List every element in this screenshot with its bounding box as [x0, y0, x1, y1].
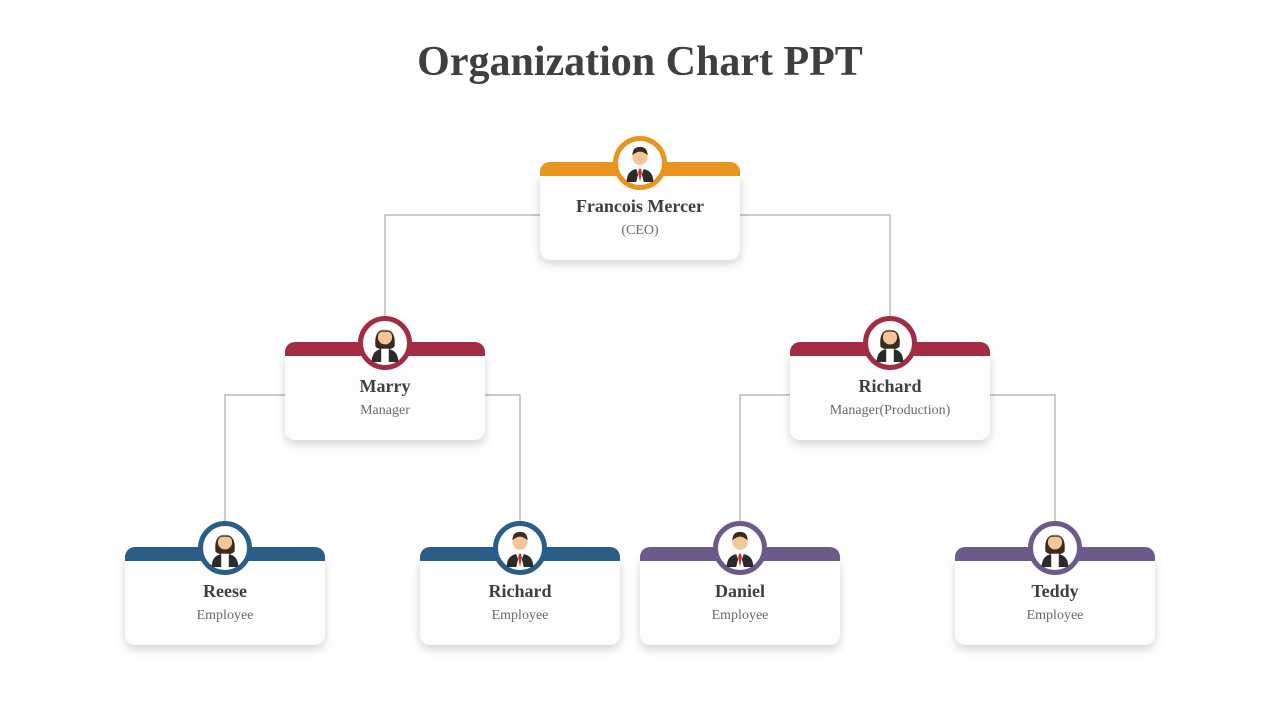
- person-avatar-icon: [1028, 521, 1082, 575]
- person-avatar-icon: [713, 521, 767, 575]
- person-avatar-icon: [493, 521, 547, 575]
- person-role: Employee: [955, 608, 1155, 624]
- connector-line: [225, 395, 285, 521]
- person-name: Marry: [285, 376, 485, 397]
- connector-line: [740, 215, 890, 316]
- person-name: Reese: [125, 581, 325, 602]
- org-card-mgr2: Richard Manager(Production): [790, 350, 990, 440]
- person-avatar-icon: [198, 521, 252, 575]
- person-name: Richard: [420, 581, 620, 602]
- person-avatar-icon: [358, 316, 412, 370]
- person-name: Daniel: [640, 581, 840, 602]
- org-card-mgr1: Marry Manager: [285, 350, 485, 440]
- person-role: (CEO): [540, 223, 740, 239]
- org-card-emp2: Richard Employee: [420, 555, 620, 645]
- org-card-emp1: Reese Employee: [125, 555, 325, 645]
- person-role: Employee: [420, 608, 620, 624]
- person-name: Teddy: [955, 581, 1155, 602]
- person-role: Employee: [125, 608, 325, 624]
- person-avatar-icon: [863, 316, 917, 370]
- org-card-emp4: Teddy Employee: [955, 555, 1155, 645]
- person-role: Manager(Production): [790, 403, 990, 419]
- person-name: Francois Mercer: [540, 196, 740, 217]
- person-role: Employee: [640, 608, 840, 624]
- connector-line: [485, 395, 520, 521]
- org-card-ceo: Francois Mercer (CEO): [540, 170, 740, 260]
- person-avatar-icon: [613, 136, 667, 190]
- connector-line: [990, 395, 1055, 521]
- person-role: Manager: [285, 403, 485, 419]
- connector-line: [385, 215, 540, 316]
- connector-line: [740, 395, 790, 521]
- org-card-emp3: Daniel Employee: [640, 555, 840, 645]
- person-name: Richard: [790, 376, 990, 397]
